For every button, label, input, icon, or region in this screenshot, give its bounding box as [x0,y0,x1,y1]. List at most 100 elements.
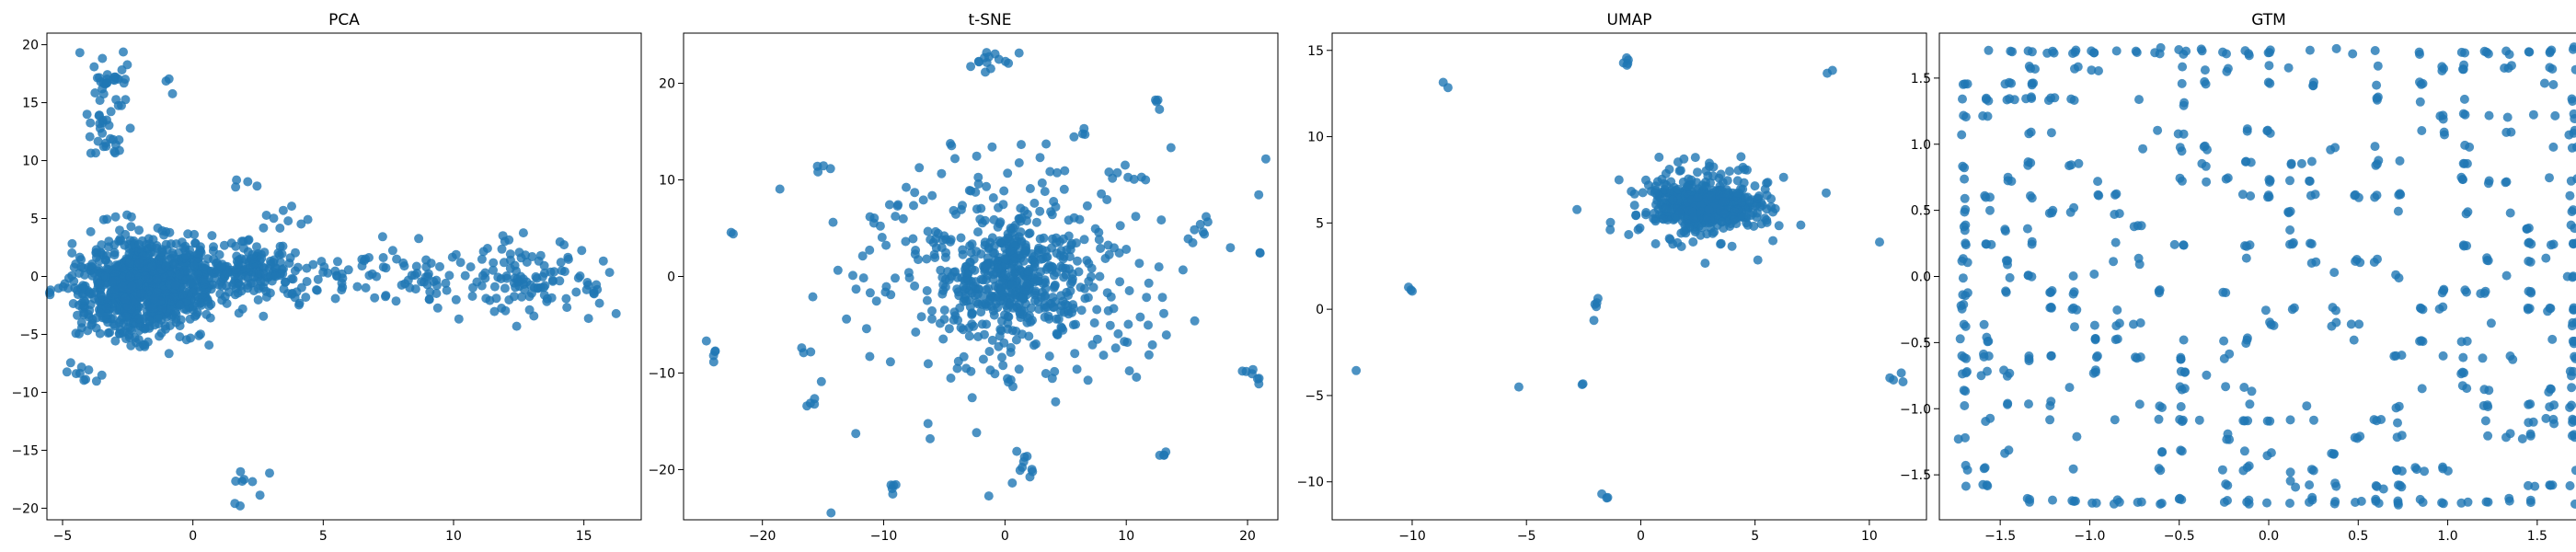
data-point [2479,46,2490,56]
data-point [236,281,246,291]
data-point [405,282,415,293]
data-point [1976,371,1986,381]
data-point [910,281,920,291]
data-point [1577,380,1587,389]
data-point [110,336,121,346]
data-point [2355,431,2365,442]
data-point [993,303,1003,313]
x-tick-label: −5 [53,529,73,544]
data-point [133,335,144,344]
data-point [937,243,947,253]
data-point [117,100,126,110]
data-point [977,299,987,309]
data-point [466,262,476,272]
data-point [611,308,621,318]
data-point [2202,370,2212,380]
data-point [946,374,956,383]
data-point [589,286,599,296]
data-point [2221,288,2231,298]
data-point [63,283,73,293]
data-point [1674,208,1685,218]
data-point [167,88,178,98]
data-point [2047,286,2057,295]
data-point [303,214,313,224]
data-point [1010,253,1020,263]
data-point [480,268,490,278]
data-point [1958,273,1968,283]
data-point [2244,499,2254,509]
data-point [802,401,812,411]
y-tick-label: 1.0 [1911,138,1931,153]
data-point [1084,276,1094,286]
data-point [2547,64,2558,74]
data-point [2463,497,2473,507]
data-point [288,274,298,284]
data-point [2522,224,2532,234]
data-point [2262,416,2272,426]
data-point [100,255,110,265]
data-point [2458,352,2468,362]
data-point [1095,271,1105,282]
data-point [2007,177,2017,186]
data-point [83,326,93,336]
y-tick-label: −20 [11,501,39,516]
data-point [2007,78,2017,88]
data-point [1697,180,1708,190]
data-point [2090,334,2100,344]
data-point [1641,208,1651,217]
data-point [2435,111,2445,121]
data-point [1103,305,1113,316]
data-point [115,225,124,236]
data-point [2067,496,2077,506]
data-point [972,204,982,214]
data-point [522,258,532,267]
data-point [559,240,569,250]
data-point [950,154,960,164]
data-point [533,283,543,293]
data-point [2201,79,2211,89]
data-point [964,331,974,341]
data-point [168,259,178,269]
data-point [1014,364,1024,374]
data-point [164,349,174,359]
data-point [2071,45,2081,55]
data-point [881,240,891,250]
data-point [1716,169,1726,179]
x-tick-label: 1.5 [2527,529,2547,544]
data-point [1155,104,1165,114]
data-point [313,274,323,284]
data-point [2443,466,2453,476]
data-point [2285,467,2295,477]
data-point [1068,300,1078,310]
data-point [1958,79,1968,89]
data-point [980,215,990,225]
data-point [902,182,911,192]
data-point [106,107,116,117]
data-point [79,295,89,305]
y-tick-label: 1.5 [1911,72,1931,86]
data-point [1155,450,1165,460]
data-point [2547,334,2558,344]
data-point [961,261,971,271]
data-point [1018,293,1029,304]
data-point [871,296,881,306]
data-point [909,201,918,211]
x-tick-label: 0 [189,529,197,544]
data-point [1075,282,1086,293]
data-point [1022,216,1031,225]
data-point [98,53,108,63]
data-point [451,249,461,259]
data-point [2371,494,2381,504]
data-point [972,289,983,299]
data-point [1686,175,1696,185]
pca-ticks: −5 0 5 10 15 −20 −15 −10 −5 0 5 10 15 20 [11,39,592,544]
data-point [1129,174,1139,184]
data-point [2459,94,2469,104]
data-point [1108,173,1118,183]
data-point [1008,223,1018,233]
data-point [178,290,188,300]
data-point [1051,397,1061,407]
data-point [2372,93,2382,103]
data-point [153,314,163,323]
data-point [2222,434,2232,444]
